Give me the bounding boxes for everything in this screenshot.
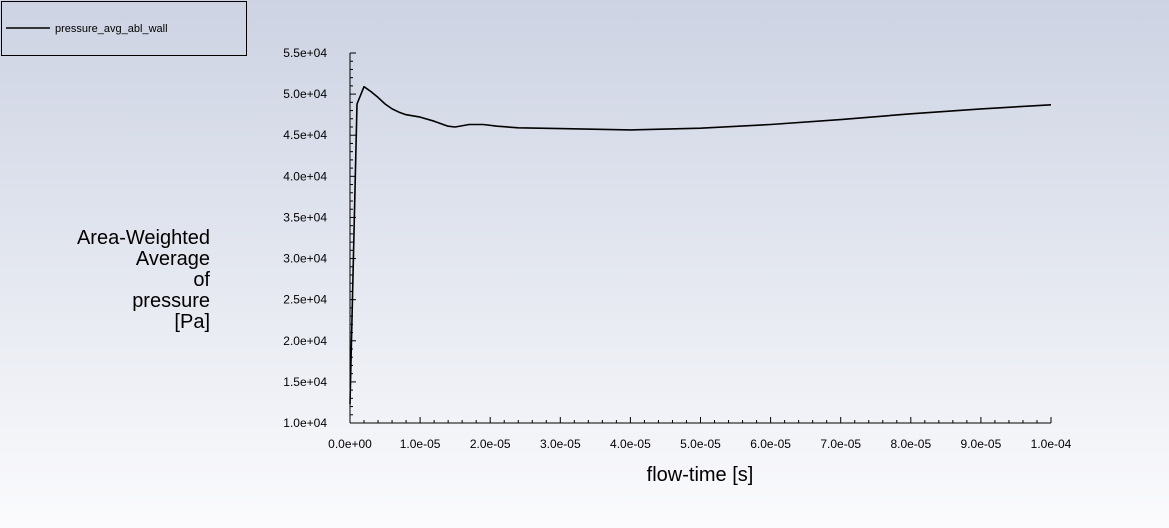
x-tick-label: 8.0e-05	[890, 437, 931, 451]
y-tick-label: 5.0e+04	[283, 87, 327, 101]
y-axis-title-line: pressure	[132, 290, 210, 312]
y-ticks: 1.0e+04 1.5e+04 2.0e+04 2.5e+04 3.0e+04 3.5e+…	[283, 46, 356, 430]
legend-box	[1, 1, 247, 56]
x-axis-title: flow-time [s]	[647, 464, 754, 486]
x-tick-label: 9.0e-05	[961, 437, 1002, 451]
series-layer	[349, 85, 1052, 405]
x-tick-label: 4.0e-05	[610, 437, 651, 451]
legend-label: pressure_avg_abl_wall	[55, 23, 168, 35]
y-axis-title-line: of	[193, 269, 210, 291]
x-tick-label: 3.0e-05	[540, 437, 581, 451]
y-tick-label: 2.5e+04	[283, 293, 327, 307]
y-tick-label: 3.0e+04	[283, 252, 327, 266]
x-tick-label: 5.0e-05	[680, 437, 721, 451]
y-axis-title-line: Average	[136, 248, 210, 270]
axes	[349, 53, 1051, 424]
x-tick-label: 6.0e-05	[750, 437, 791, 451]
series-line	[349, 85, 1052, 405]
x-tick-label: 7.0e-05	[820, 437, 861, 451]
y-tick-label: 4.0e+04	[283, 169, 327, 183]
y-tick-label: 5.5e+04	[283, 46, 327, 60]
y-tick-label: 3.5e+04	[283, 210, 327, 224]
x-tick-label: 2.0e-05	[470, 437, 511, 451]
y-tick-label: 4.5e+04	[283, 128, 327, 142]
x-tick-label: 0.0e+00	[328, 437, 372, 451]
x-tick-label: 1.0e-04	[1031, 437, 1072, 451]
y-tick-label: 1.5e+04	[283, 375, 327, 389]
legend: pressure_avg_abl_wall	[1, 1, 247, 56]
y-axis-title-line: Area-Weighted	[77, 227, 210, 249]
y-tick-label: 1.0e+04	[283, 416, 327, 430]
y-tick-label: 2.0e+04	[283, 334, 327, 348]
y-axis-title-line: [Pa]	[174, 311, 210, 333]
x-ticks: 0.0e+00 1.0e-05 2.0e-05 3.0e-05 4.0e-05 5.0e-…	[328, 417, 1072, 451]
x-tick-label: 1.0e-05	[400, 437, 441, 451]
